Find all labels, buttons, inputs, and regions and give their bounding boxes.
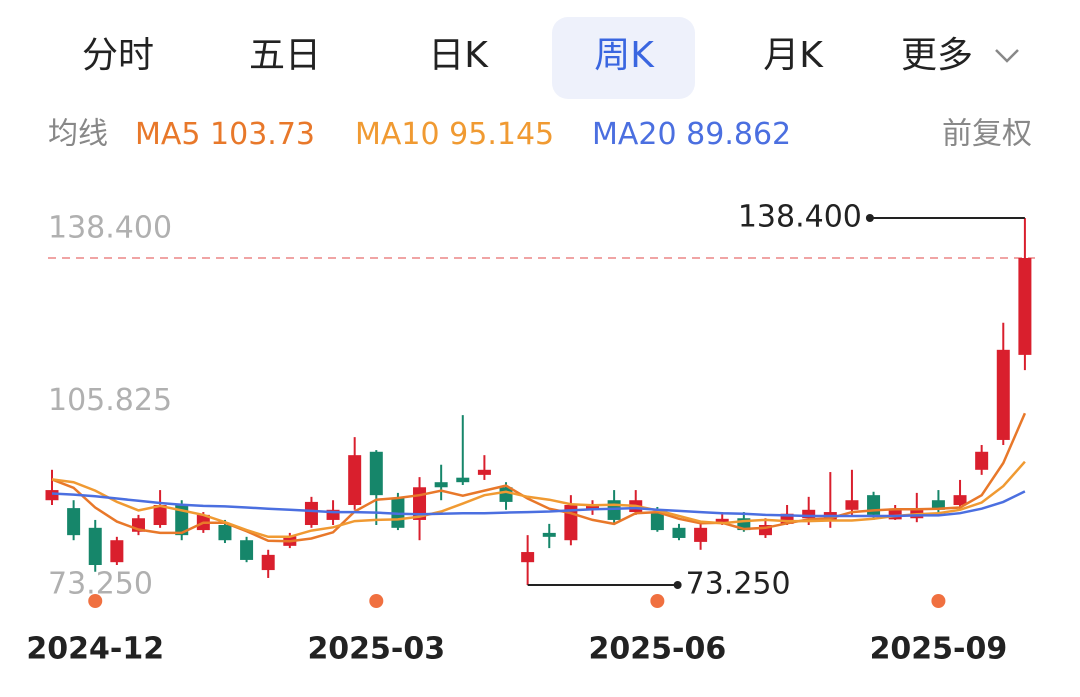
legend-name: MA10 xyxy=(355,117,440,152)
x-tick-label: 2024-12 xyxy=(26,632,164,667)
legend-entry: MA5 103.73 xyxy=(135,117,315,152)
tab[interactable]: 月K xyxy=(763,35,824,76)
candle-body xyxy=(1018,257,1032,355)
candle-body xyxy=(888,509,902,520)
x-tick-dot xyxy=(369,594,384,608)
candle-body xyxy=(975,451,989,470)
candle-body xyxy=(304,501,318,526)
candle-body xyxy=(650,512,664,531)
y-tick-label: 105.825 xyxy=(48,383,172,418)
more-chevron xyxy=(995,49,1019,63)
x-tick-label: 2025-06 xyxy=(589,632,727,667)
annotation-dot xyxy=(865,214,874,222)
legend-title: 均线 xyxy=(48,117,108,152)
annotation-label: 73.250 xyxy=(686,567,791,602)
x-tick-dot xyxy=(650,594,665,608)
legend-name: MA20 xyxy=(592,117,677,152)
candle-body xyxy=(369,451,383,496)
candle-body xyxy=(67,508,81,536)
ma-line xyxy=(51,412,1027,543)
candle-body xyxy=(758,525,772,536)
candle-body xyxy=(499,487,513,502)
candle-body xyxy=(456,477,470,483)
ma-line xyxy=(51,460,1026,539)
legend-value: 103.73 xyxy=(210,117,315,152)
candle-body xyxy=(953,495,967,506)
candle-body xyxy=(348,455,362,506)
annotation-dot xyxy=(673,581,682,589)
candle-body xyxy=(88,527,102,566)
annotation-label: 138.400 xyxy=(738,200,862,235)
candle-body xyxy=(175,505,189,536)
legend-entry: MA10 95.145 xyxy=(355,117,554,152)
candle-body xyxy=(434,482,448,488)
x-tick-label: 2025-09 xyxy=(870,632,1008,667)
candle-body xyxy=(802,509,816,519)
candle-body xyxy=(672,527,686,538)
candle-body xyxy=(110,540,124,563)
candle-body xyxy=(845,500,859,510)
active-tab-bg xyxy=(552,17,695,99)
candle-body xyxy=(240,540,254,560)
candle-body xyxy=(737,518,751,531)
ma-line xyxy=(51,490,1026,518)
x-tick-dot xyxy=(88,594,103,608)
candle-body xyxy=(780,513,794,524)
candle-body xyxy=(996,349,1010,440)
legend-value: 89.862 xyxy=(686,117,791,152)
x-tick-label: 2025-03 xyxy=(307,632,445,667)
adjustment[interactable]: 前复权 xyxy=(942,117,1032,152)
candle-body xyxy=(261,554,275,571)
candle-body xyxy=(218,525,232,541)
candle-body xyxy=(607,500,621,520)
candle-body xyxy=(153,505,167,526)
y-tick-label: 73.250 xyxy=(48,567,153,602)
y-tick-label: 138.400 xyxy=(48,211,172,246)
candle-body xyxy=(931,500,945,510)
legend-entry: MA20 89.862 xyxy=(592,117,791,152)
candle-body xyxy=(715,518,729,524)
legend-name: MA5 xyxy=(135,117,201,152)
tab[interactable]: 五日 xyxy=(249,35,321,76)
candle-body xyxy=(45,490,59,501)
candle-body xyxy=(694,527,708,542)
tab[interactable]: 周K xyxy=(594,35,655,76)
candle-body xyxy=(586,505,599,510)
candle-body xyxy=(521,552,535,563)
tab[interactable]: 更多 xyxy=(901,35,973,76)
tab[interactable]: 分时 xyxy=(82,35,154,76)
tab[interactable]: 日K xyxy=(428,35,489,76)
candle-body xyxy=(477,469,491,475)
candle-body xyxy=(326,509,340,520)
candle-body xyxy=(542,532,556,537)
legend-value: 95.145 xyxy=(449,117,554,152)
x-tick-dot xyxy=(931,594,946,608)
